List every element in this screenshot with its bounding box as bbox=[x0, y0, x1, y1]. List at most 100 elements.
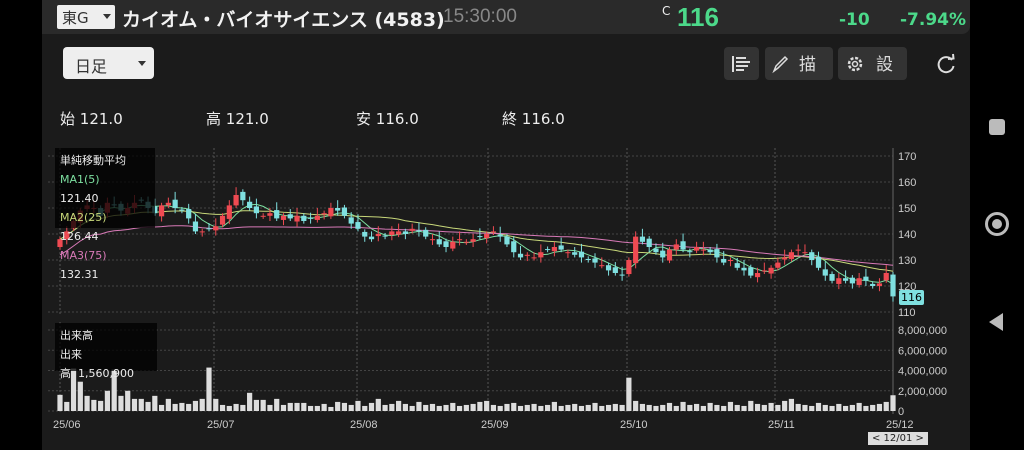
draw-button[interactable]: 描画 bbox=[765, 47, 833, 80]
candle-body bbox=[687, 251, 693, 253]
volume-bar bbox=[375, 398, 381, 411]
candle-body bbox=[233, 195, 239, 206]
market-label: 東G bbox=[62, 9, 89, 27]
candle bbox=[605, 262, 612, 276]
volume-bar bbox=[572, 403, 578, 411]
refresh-icon[interactable] bbox=[934, 52, 958, 76]
candle-body bbox=[267, 213, 273, 216]
price-tick-label: 160 bbox=[898, 177, 916, 189]
close-value: 終 116.0 bbox=[502, 110, 565, 128]
period-select[interactable]: 日足 bbox=[63, 47, 154, 79]
candle bbox=[646, 236, 652, 253]
volume-bar bbox=[470, 403, 476, 411]
volume-bar bbox=[585, 404, 591, 411]
candle-body bbox=[402, 231, 408, 234]
candle bbox=[436, 231, 442, 247]
candle bbox=[470, 234, 476, 247]
candle bbox=[551, 241, 557, 257]
price-tick-label: 170 bbox=[898, 151, 916, 163]
candle-body bbox=[795, 249, 801, 251]
candle-body bbox=[700, 249, 706, 251]
date-tick-label: 25/07 bbox=[207, 419, 235, 431]
candle-body bbox=[219, 215, 226, 225]
candle-body bbox=[788, 252, 795, 259]
candle bbox=[389, 226, 395, 241]
candle bbox=[429, 234, 436, 245]
candle-body bbox=[822, 269, 828, 276]
volume-bar bbox=[849, 404, 855, 411]
volume-bar bbox=[775, 404, 781, 411]
volume-bar bbox=[423, 404, 429, 411]
date-badge[interactable]: < 12/01 > bbox=[868, 432, 928, 445]
candle-body bbox=[619, 274, 625, 276]
candle-body bbox=[64, 231, 70, 240]
candle bbox=[694, 241, 700, 254]
candle bbox=[531, 252, 537, 261]
app: 東G カイオム・バイオサイエンス (4583) 15:30:00 C 116 -… bbox=[42, 0, 970, 450]
volume-tick-label: 0 bbox=[898, 406, 904, 418]
candle bbox=[301, 213, 307, 224]
candle bbox=[423, 227, 429, 240]
volume-bar bbox=[91, 399, 97, 411]
candle bbox=[233, 187, 239, 208]
volume-bar bbox=[240, 404, 246, 411]
volume-bar bbox=[158, 404, 165, 411]
indicator-button[interactable] bbox=[724, 47, 759, 80]
volume-bar bbox=[551, 401, 557, 411]
volume-bar bbox=[599, 405, 605, 411]
candle bbox=[599, 257, 605, 269]
volume-bar bbox=[673, 405, 679, 411]
volume-bar bbox=[714, 404, 720, 411]
candle-body bbox=[775, 262, 781, 268]
candle bbox=[253, 198, 259, 219]
recents-icon[interactable] bbox=[989, 119, 1005, 135]
volume-bar bbox=[192, 400, 199, 411]
volume-bar bbox=[768, 402, 774, 411]
volume-bar bbox=[660, 404, 666, 411]
volume-bar bbox=[389, 403, 395, 411]
candle bbox=[450, 236, 456, 252]
back-icon[interactable] bbox=[989, 313, 1003, 331]
volume-bar bbox=[863, 405, 869, 411]
candle-body bbox=[761, 270, 767, 272]
volume-bar bbox=[890, 395, 896, 411]
volume-bar bbox=[626, 377, 632, 411]
candle bbox=[809, 249, 815, 266]
ma1-legend: MA1(5)121.40 bbox=[60, 173, 100, 205]
volume-bar bbox=[253, 399, 259, 411]
volume-bar bbox=[565, 404, 571, 411]
candle bbox=[761, 262, 767, 275]
volume-bar bbox=[802, 404, 808, 411]
market-select[interactable]: 東G bbox=[57, 5, 115, 29]
candle-body bbox=[192, 221, 199, 232]
candle-body bbox=[883, 273, 889, 281]
volume-bar bbox=[876, 403, 883, 411]
candle bbox=[754, 267, 761, 283]
volume-bar bbox=[260, 399, 266, 411]
volume-bar bbox=[165, 398, 171, 411]
open-value: 始 121.0 bbox=[60, 110, 123, 128]
candle-body bbox=[423, 229, 429, 237]
settings-button[interactable]: 設定 bbox=[838, 47, 907, 80]
volume-bar bbox=[396, 400, 402, 411]
volume-bar bbox=[531, 403, 537, 411]
volume-legend-row: 出来高 1,560,900 bbox=[60, 348, 134, 380]
candle-body bbox=[626, 260, 632, 275]
candle-body bbox=[477, 236, 483, 238]
candle-body bbox=[314, 215, 320, 220]
volume-bar bbox=[307, 405, 314, 411]
candle bbox=[172, 191, 178, 214]
candle-body bbox=[734, 263, 740, 268]
volume-bar bbox=[538, 405, 544, 411]
candle bbox=[653, 243, 659, 255]
volume-tick-label: 2,000,000 bbox=[898, 386, 947, 398]
home-icon[interactable] bbox=[985, 212, 1009, 236]
candle bbox=[721, 251, 727, 266]
candle bbox=[463, 239, 469, 245]
candle bbox=[890, 271, 896, 302]
candle-body bbox=[206, 228, 212, 230]
candle-body bbox=[754, 273, 761, 278]
volume-bar bbox=[809, 405, 815, 411]
candle bbox=[572, 247, 578, 258]
candle bbox=[199, 228, 205, 237]
